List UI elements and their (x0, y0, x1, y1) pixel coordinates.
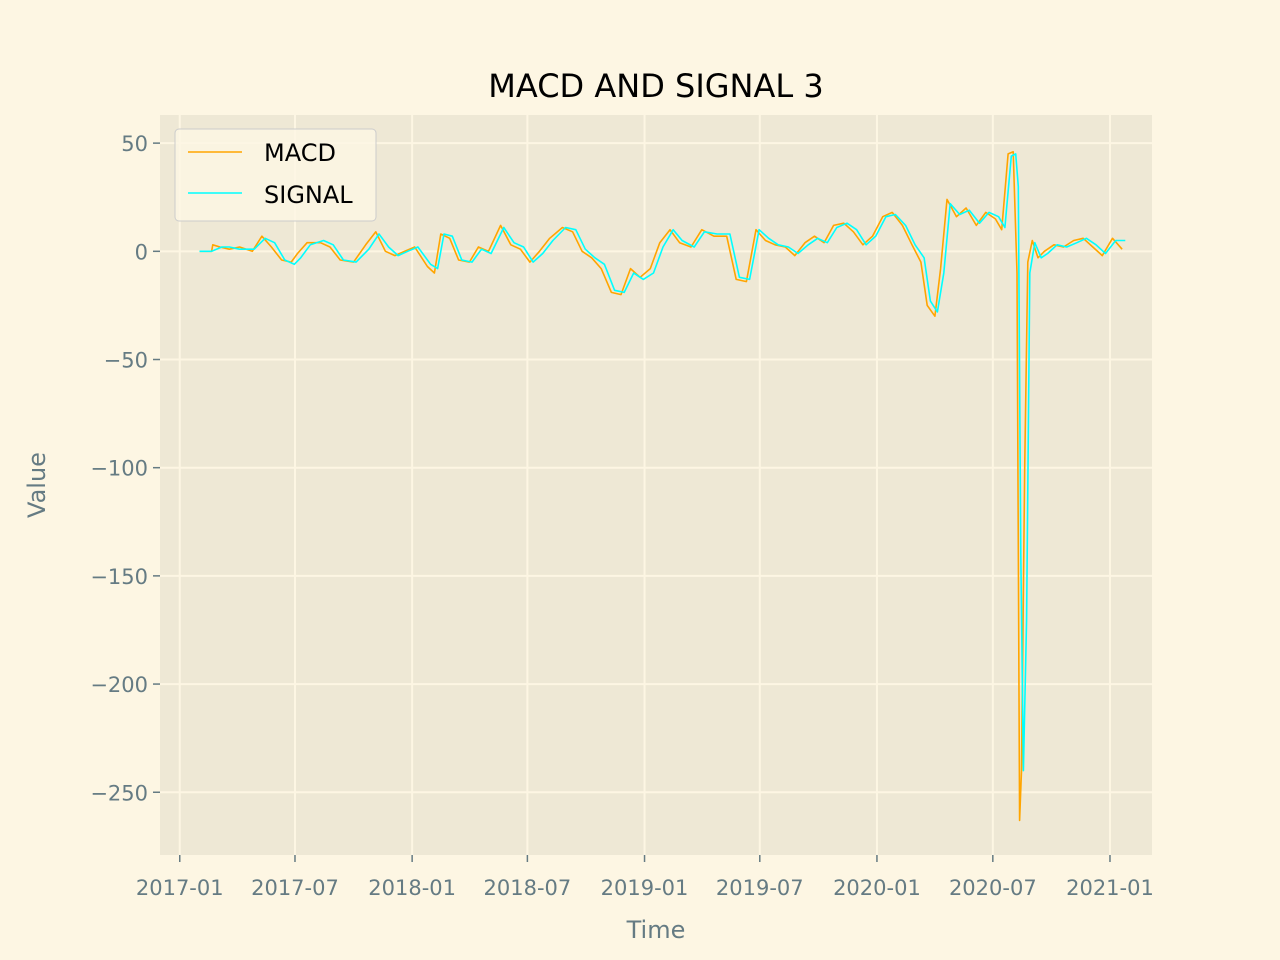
x-tick-label: 2021-01 (1066, 876, 1154, 900)
series-line-macd (199, 151, 1123, 822)
series-lines (199, 151, 1126, 822)
legend: MACD SIGNAL (174, 128, 377, 222)
legend-signal-label: SIGNAL (264, 181, 353, 209)
x-tick-label: 2019-07 (716, 876, 804, 900)
x-tick-label: 2018-01 (368, 876, 456, 900)
y-tick-label: −200 (90, 673, 148, 697)
series-line-signal (199, 153, 1126, 772)
x-tick-label: 2020-01 (833, 876, 921, 900)
y-tick-label: 50 (121, 132, 148, 156)
plot-area (160, 115, 1152, 855)
x-tick-label: 2017-07 (251, 876, 339, 900)
y-axis-ticks: 50 0 −50 −100 −150 −200 −250 (90, 132, 160, 805)
chart-title: MACD AND SIGNAL 3 (488, 67, 823, 105)
x-tick-label: 2017-01 (136, 876, 224, 900)
legend-macd-label: MACD (264, 139, 336, 167)
y-tick-label: 0 (135, 240, 148, 264)
y-tick-label: −150 (90, 565, 148, 589)
x-tick-label: 2019-01 (601, 876, 689, 900)
x-axis-label: Time (626, 916, 686, 944)
x-tick-label: 2018-07 (484, 876, 572, 900)
y-axis-label: Value (23, 452, 51, 518)
y-tick-label: −50 (104, 349, 148, 373)
y-tick-label: −250 (90, 781, 148, 805)
x-tick-label: 2020-07 (949, 876, 1037, 900)
x-axis-ticks: 2017-01 2017-07 2018-01 2018-07 2019-01 2019-… (136, 855, 1154, 900)
y-tick-label: −100 (90, 457, 148, 481)
